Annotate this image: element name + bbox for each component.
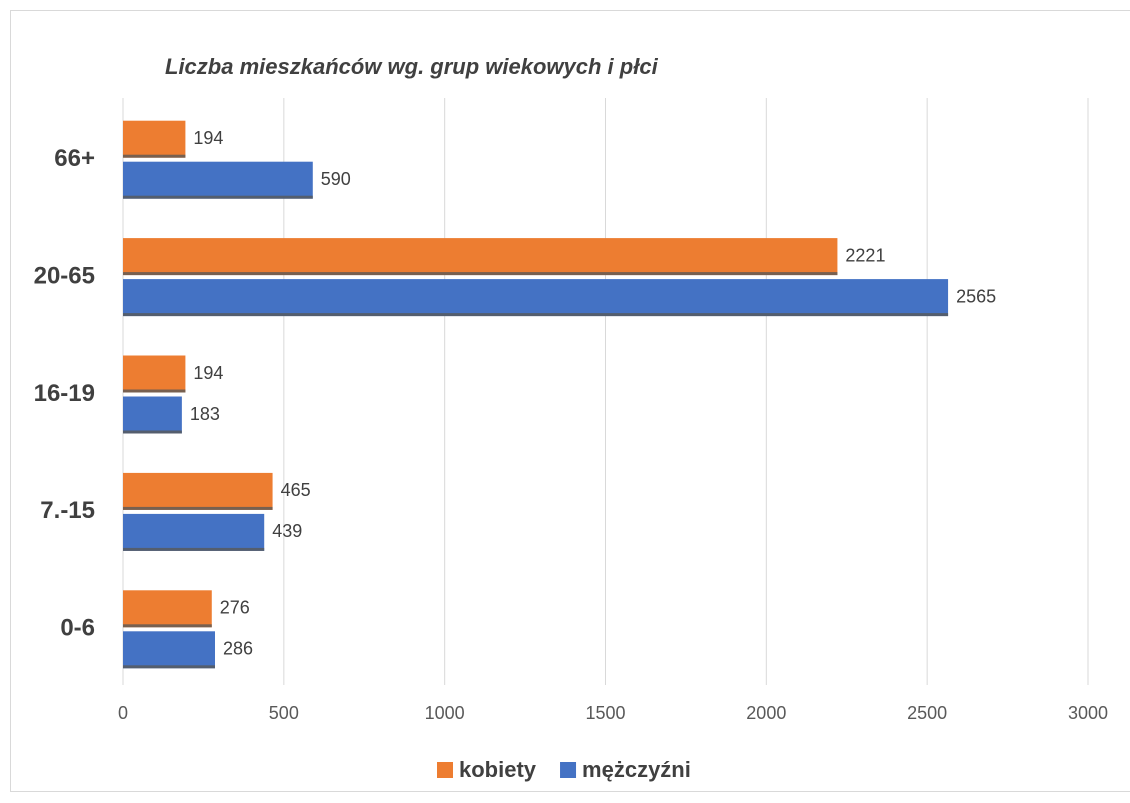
x-tick-label: 3000 (1068, 703, 1108, 723)
y-tick-label: 66+ (54, 145, 95, 172)
bar-shadow (123, 195, 313, 199)
data-label: 465 (281, 480, 311, 500)
data-label: 590 (321, 169, 351, 189)
data-label: 194 (193, 363, 223, 383)
x-tick-label: 500 (269, 703, 299, 723)
bar (123, 472, 273, 510)
bar (123, 631, 215, 669)
bar (123, 238, 838, 276)
y-tick-label: 20-65 (34, 262, 95, 289)
bar-shadow (123, 665, 215, 669)
legend-label: kobiety (459, 757, 537, 782)
bar (123, 355, 186, 393)
bar-shadow (123, 430, 182, 434)
data-label: 183 (190, 404, 220, 424)
bar (123, 513, 265, 551)
x-tick-label: 2000 (746, 703, 786, 723)
legend-swatch (437, 762, 453, 778)
data-label: 439 (272, 521, 302, 541)
x-tick-label: 1500 (585, 703, 625, 723)
legend-label: mężczyźni (582, 757, 691, 782)
bar-shadow (123, 506, 273, 510)
bar-shadow (123, 313, 949, 317)
bar (123, 590, 212, 628)
y-tick-label: 0-6 (60, 615, 95, 642)
x-tick-label: 1000 (425, 703, 465, 723)
data-label: 2221 (845, 245, 885, 265)
bar (123, 396, 182, 434)
data-label: 276 (220, 598, 250, 618)
y-tick-label: 7.-15 (40, 497, 95, 524)
bar-shadow (123, 547, 265, 551)
bar-shadow (123, 272, 838, 276)
data-label: 194 (193, 128, 223, 148)
legend-swatch (560, 762, 577, 778)
bar-shadow (123, 154, 186, 158)
x-tick-label: 0 (118, 703, 128, 723)
bar (123, 279, 949, 317)
data-label: 286 (223, 639, 253, 659)
bar (123, 161, 313, 199)
y-tick-label: 16-19 (34, 380, 95, 407)
bar (123, 120, 186, 158)
data-label: 2565 (956, 286, 996, 306)
x-tick-label: 2500 (907, 703, 947, 723)
chart-title: Liczba mieszkańców wg. grup wiekowych i … (165, 54, 659, 79)
bar-shadow (123, 624, 212, 628)
bar-shadow (123, 389, 186, 393)
